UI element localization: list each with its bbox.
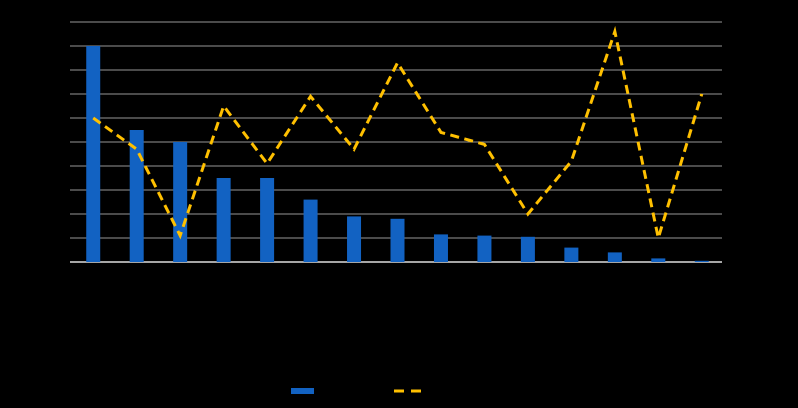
bar-column-5 xyxy=(260,178,275,262)
line-series-group xyxy=(92,25,704,240)
bar-column-9 xyxy=(433,234,448,262)
dashed-trend-line xyxy=(92,25,704,240)
legend-bar-swatch xyxy=(291,388,314,394)
legend xyxy=(291,388,421,394)
bar-column-3 xyxy=(173,142,188,262)
bar-column-11 xyxy=(520,236,535,262)
bar-column-13 xyxy=(607,252,622,262)
bar-column-15 xyxy=(694,260,709,262)
bar-column-8 xyxy=(390,218,405,262)
bar-column-6 xyxy=(303,199,318,262)
bar-column-10 xyxy=(477,235,492,262)
bar-series-group xyxy=(86,46,709,262)
bar-column-2 xyxy=(129,130,144,262)
bar-column-7 xyxy=(347,216,362,262)
bar-column-14 xyxy=(651,258,666,262)
bar-column-1 xyxy=(86,46,101,262)
bar-column-12 xyxy=(564,247,579,262)
bar-column-4 xyxy=(216,178,231,262)
